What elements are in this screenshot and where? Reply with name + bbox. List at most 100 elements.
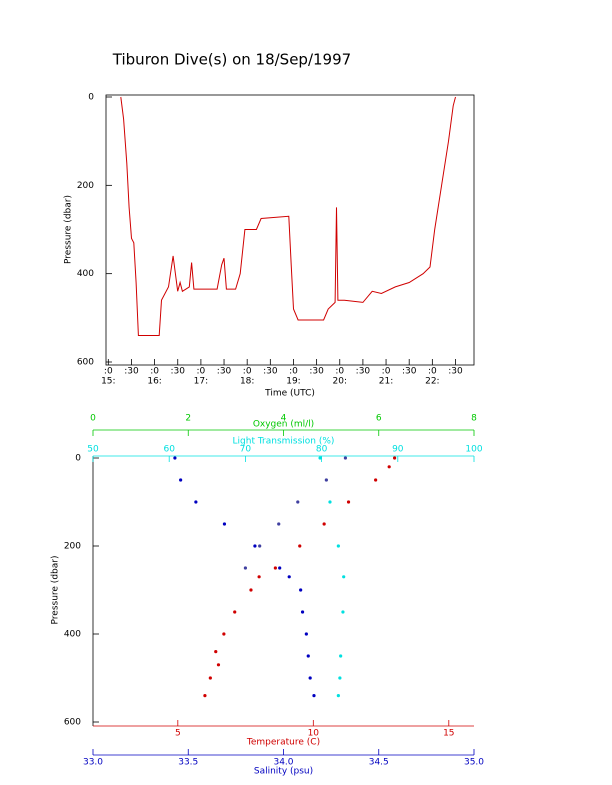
data-point: [322, 522, 326, 526]
data-point: [216, 663, 221, 667]
x-tick-label: :30: [124, 367, 139, 377]
x-tick-label: :0: [104, 367, 113, 377]
data-point: [339, 654, 343, 658]
data-point: [336, 544, 340, 548]
x-hour-label: 19:: [286, 377, 300, 387]
x-hour-label: 15:: [101, 377, 115, 387]
data-point: [296, 500, 300, 504]
data-point: [342, 575, 346, 579]
x-tick-label: :30: [263, 367, 278, 377]
x-tick-label: :30: [402, 367, 417, 377]
x-tick-label: 33.5: [178, 758, 198, 768]
y-tick-label: 0: [75, 454, 81, 464]
x-hour-label: 22:: [425, 377, 439, 387]
data-point: [304, 632, 308, 636]
data-point: [208, 676, 212, 680]
x-hour-label: 20:: [333, 377, 347, 387]
data-point: [308, 676, 312, 680]
x-hour-label: 16:: [147, 377, 161, 387]
x-axis-label: Oxygen (ml/l): [253, 420, 314, 430]
data-point: [258, 544, 262, 548]
x-tick-label: 8: [471, 414, 477, 424]
data-point: [257, 575, 261, 579]
data-point: [243, 566, 247, 570]
data-point: [318, 456, 322, 460]
x-tick-label: :0: [197, 367, 206, 377]
data-point: [393, 456, 397, 460]
data-point: [222, 632, 226, 636]
y-axis-label: Pressure (dbar): [51, 556, 61, 625]
data-point: [222, 522, 227, 526]
x-tick-label: :30: [356, 367, 371, 377]
x-axis-label: Time (UTC): [264, 389, 315, 399]
data-point: [343, 456, 348, 460]
data-point: [298, 544, 302, 548]
data-point: [173, 456, 177, 460]
data-point: [374, 478, 378, 482]
y-tick-label: 200: [64, 542, 81, 552]
x-tick-label: 60: [163, 445, 175, 455]
data-point: [214, 650, 218, 654]
x-hour-label: 21:: [379, 377, 393, 387]
data-line: [120, 96, 456, 336]
x-tick-label: 34.0: [273, 758, 293, 768]
data-point: [336, 694, 340, 698]
chart-title: Tiburon Dive(s) on 18/Sep/1997: [112, 51, 351, 69]
data-point: [179, 478, 183, 482]
data-point: [312, 694, 316, 698]
plot-frame: [105, 94, 475, 366]
x-tick-label: 6: [376, 414, 382, 424]
x-tick-label: :0: [428, 367, 437, 377]
x-tick-label: 90: [392, 445, 404, 455]
x-tick-label: 100: [465, 445, 482, 455]
x-tick-label: :30: [217, 367, 232, 377]
y-tick-label: 400: [77, 269, 94, 279]
x-tick-label: 5: [175, 729, 181, 739]
data-point: [277, 522, 281, 526]
x-axis-label: Temperature (C): [246, 738, 320, 748]
x-axis-label: Salinity (psu): [254, 767, 313, 777]
x-hour-label: 17:: [194, 377, 208, 387]
x-hour-label: 18:: [240, 377, 254, 387]
data-point: [203, 694, 207, 698]
x-tick-label: 10: [308, 729, 320, 739]
x-tick-label: 50: [87, 445, 99, 455]
data-point: [387, 465, 391, 469]
data-point: [341, 610, 345, 614]
x-tick-label: 33.0: [83, 758, 103, 768]
data-point: [338, 676, 342, 680]
data-point: [346, 500, 351, 504]
y-tick-label: 0: [88, 93, 94, 103]
data-point: [300, 610, 305, 614]
x-tick-label: 80: [316, 445, 328, 455]
data-point: [306, 654, 310, 658]
x-tick-label: 70: [240, 445, 252, 455]
x-tick-label: :0: [150, 367, 159, 377]
x-tick-label: 2: [185, 414, 191, 424]
y-axis-label: Pressure (dbar): [64, 195, 74, 264]
data-point: [233, 610, 237, 614]
x-axis-label: Light Transmission (%): [233, 437, 335, 447]
x-tick-label: 34.5: [369, 758, 389, 768]
y-tick-label: 200: [77, 181, 94, 191]
data-point: [299, 588, 303, 592]
data-point: [249, 588, 253, 592]
x-tick-label: 0: [90, 414, 96, 424]
data-point: [253, 544, 257, 548]
x-tick-label: 4: [281, 414, 287, 424]
y-tick-label: 600: [64, 718, 81, 728]
x-tick-label: :30: [171, 367, 186, 377]
x-tick-label: :0: [382, 367, 391, 377]
x-tick-label: :0: [335, 367, 344, 377]
x-tick-label: :30: [309, 367, 324, 377]
data-point: [324, 478, 328, 482]
y-tick-label: 400: [64, 630, 81, 640]
data-point: [328, 500, 332, 504]
x-tick-label: :30: [448, 367, 463, 377]
data-point: [194, 500, 198, 504]
data-point: [287, 575, 291, 579]
y-tick-label: 600: [77, 358, 94, 368]
x-tick-label: :0: [289, 367, 298, 377]
